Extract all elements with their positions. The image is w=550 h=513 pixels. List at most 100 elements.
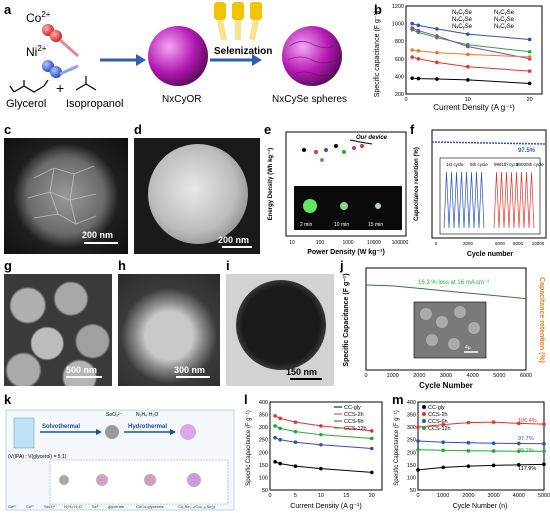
gcd-wave (493, 171, 535, 229)
x-tick-label: 0 (364, 373, 367, 379)
selenization-label: Selenization (214, 46, 273, 57)
chart-b-legend-2: NₓCᵧSe (452, 17, 473, 23)
data-point (466, 464, 471, 468)
panel-letter-j: j (340, 258, 344, 273)
data-point (416, 23, 421, 28)
data-point (435, 34, 439, 38)
cycle-label-2: 9th cycle (470, 162, 488, 167)
x-tick-label: 4000 (467, 373, 479, 379)
plus-sign: + (56, 80, 65, 96)
step1-label: Solvothermal (42, 424, 80, 430)
chart-b-xlabel: Current Density (A g⁻¹) (433, 103, 515, 112)
data-point (466, 440, 471, 445)
data-point (416, 425, 420, 429)
l-legend-3: CCS-6h (344, 419, 364, 425)
inset-time-3: 15 min (368, 222, 383, 228)
data-point (370, 446, 374, 451)
product-sphere-k (180, 424, 196, 440)
data-point (491, 463, 496, 468)
data-point (410, 55, 414, 59)
chart-e-xtick-3: 1000 (342, 240, 353, 246)
chart-l: Specific Capacitance (F g⁻¹) Current Den… (246, 400, 383, 510)
y-tick-label: 350 (407, 413, 416, 419)
scale-bar-h: 300 nm (174, 365, 206, 375)
data-point (410, 21, 414, 26)
series-line-1 (417, 463, 545, 471)
chart-b-legend: NₓCᵧSe NₓCᵧSe NₓCᵧSe NₓCᵧSe NₓCᵧSe NₓCᵧS… (452, 10, 515, 30)
chart-e-ylabel: Energy Density (Wh kg⁻¹) (267, 148, 274, 221)
chart-b-legend-1: NₓCᵧSe (452, 10, 473, 16)
chart-e-points (302, 139, 373, 162)
chart-f-ylabel: Capacitance retention (%) (414, 147, 420, 221)
data-point (416, 28, 421, 33)
chart-b: Specific capacitance (F g⁻¹) Current Den… (374, 4, 543, 112)
k-legend-8: Cu₂Se₁₋ₓ/Co₀.₈₅Se(ᵢ) (178, 504, 215, 509)
chart-j: Specific Capacitance (F g⁻¹) Capacitance… (343, 267, 545, 390)
series-line-1 (365, 284, 527, 300)
y-tick-label: 1200 (392, 4, 404, 10)
data-point (527, 37, 532, 42)
precursor-label: NxCyOR (162, 94, 202, 105)
k-legend-6: glycerate (108, 504, 125, 509)
panel-letter-a: a (4, 2, 12, 17)
panel-letter-f: f (410, 122, 415, 137)
data-point (416, 76, 421, 81)
chart-j-ylabel-right: Capacitance retention (%) (538, 277, 545, 363)
m-annotation-2: 97.7% (518, 436, 534, 442)
chart-f-xtick-2: 2000 (463, 241, 474, 246)
data-point (319, 432, 323, 437)
data-point (466, 448, 471, 453)
series-line-3 (274, 437, 372, 450)
data-point (278, 461, 282, 466)
glycerol-label: Glycerol (6, 98, 47, 110)
data-point (416, 468, 420, 472)
panel-letter-g: g (4, 258, 12, 273)
x-tick-label: 5 (294, 493, 297, 499)
k-legend-4: N₂H₄·H₂O (64, 504, 82, 509)
x-tick-label: 3000 (487, 493, 499, 499)
y-tick-label: 200 (395, 92, 404, 98)
data-point (466, 44, 470, 49)
data-point (416, 57, 421, 61)
data-point (278, 416, 282, 421)
panel-letter-h: h (118, 258, 126, 273)
y-tick-label: 200 (259, 450, 268, 456)
sem-image-g: 500 nm (4, 274, 112, 386)
data-point (416, 439, 420, 443)
chart-e-xtick-4: 10000 (367, 240, 381, 246)
isopropanol-label: Isopropanol (66, 98, 124, 110)
chart-j-inset-scale: 4μ (465, 345, 471, 351)
x-tick-label: 4000 (513, 493, 525, 499)
chart-f-xlabel: Cycle number (467, 251, 514, 258)
data-point (466, 420, 471, 425)
data-point (370, 436, 374, 441)
k-legend-7: CuCo-glycerate (136, 504, 165, 509)
data-point (435, 60, 439, 65)
series-line-3 (417, 440, 545, 445)
chart-b-legend-6: NₓCᵧSe (494, 24, 515, 30)
data-point (435, 50, 439, 55)
l-legend-1: CC-gly (344, 405, 361, 411)
panel-a-scheme (9, 2, 342, 93)
y-tick-label: 400 (259, 400, 268, 406)
panel-letter-l: l (244, 392, 248, 407)
chart-e-label: Our device (356, 135, 388, 141)
y-tick-label: 300 (407, 425, 416, 431)
se-pellet-icon (214, 2, 262, 41)
chart-j-xlabel: Cycle Number (419, 381, 473, 390)
data-point (441, 465, 445, 470)
data-point (491, 420, 496, 424)
chart-b-legend-4: NₓCᵧSe (494, 10, 515, 16)
data-point (527, 81, 532, 86)
panel-letter-e: e (264, 122, 272, 137)
data-point (319, 442, 323, 447)
m-legend-4: CCS-12h (428, 426, 451, 432)
k-legend-3: SeO₃²⁻ (44, 504, 57, 509)
chart-b-ylabel: Specific capacitance (F g⁻¹) (374, 11, 381, 98)
isopropanol-structure (75, 76, 97, 91)
data-point (293, 429, 298, 434)
chart-b-legend-3: NₓCᵧSe (452, 24, 473, 30)
data-point (527, 69, 532, 73)
data-point (370, 429, 374, 433)
chart-j-ylabel-left: Specific Capacitance (F g⁻¹) (343, 273, 350, 366)
